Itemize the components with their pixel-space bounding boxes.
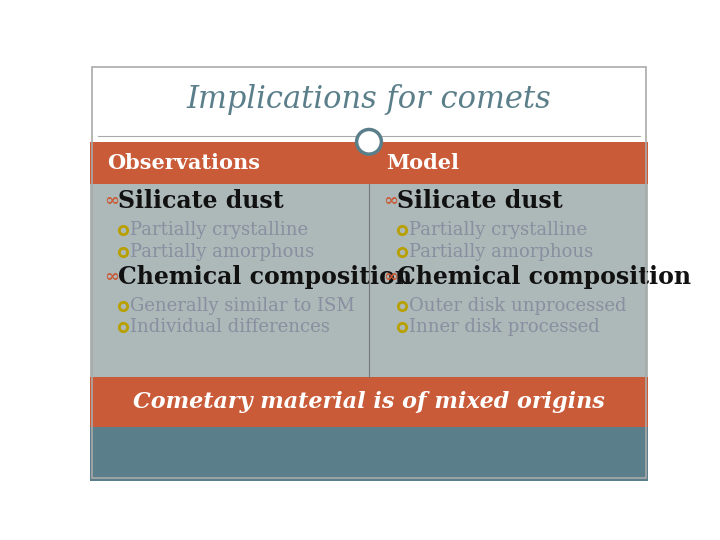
Text: Generally similar to ISM: Generally similar to ISM (130, 297, 355, 315)
Bar (90, 65, 648, 142)
Text: Outer disk unprocessed: Outer disk unprocessed (409, 297, 627, 315)
Text: Model: Model (386, 153, 459, 173)
Text: Individual differences: Individual differences (130, 319, 330, 336)
Text: Partially amorphous: Partially amorphous (409, 243, 593, 261)
Text: ∞: ∞ (104, 192, 119, 210)
Text: Chemical composition: Chemical composition (118, 265, 412, 288)
Bar (90, 377, 648, 427)
Text: Silicate dust: Silicate dust (397, 189, 562, 213)
Bar (90, 142, 648, 184)
Text: ∞: ∞ (383, 267, 398, 286)
Text: Chemical composition: Chemical composition (397, 265, 691, 288)
Text: Silicate dust: Silicate dust (118, 189, 284, 213)
Text: Observations: Observations (107, 153, 260, 173)
Text: Cometary material is of mixed origins: Cometary material is of mixed origins (133, 390, 605, 413)
Text: ∞: ∞ (104, 267, 119, 286)
Text: Implications for comets: Implications for comets (186, 84, 552, 115)
Bar (90, 184, 648, 377)
Circle shape (356, 130, 382, 154)
Text: Partially crystalline: Partially crystalline (409, 221, 588, 239)
Text: Partially crystalline: Partially crystalline (130, 221, 308, 239)
Text: ∞: ∞ (383, 192, 398, 210)
Text: Partially amorphous: Partially amorphous (130, 243, 315, 261)
Text: Inner disk processed: Inner disk processed (409, 319, 600, 336)
Bar (90, 427, 648, 481)
